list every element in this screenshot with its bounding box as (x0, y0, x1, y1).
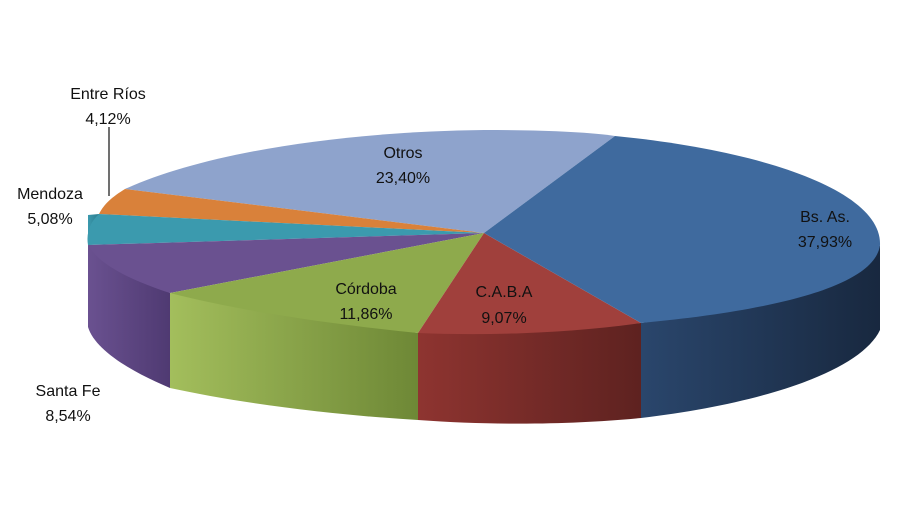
slice-side-santa-fe (88, 245, 170, 388)
label-name-caba: C.A.B.A (476, 284, 533, 301)
label-value-bsas: 37,93% (798, 234, 852, 251)
label-name-cordoba: Córdoba (335, 281, 396, 298)
slice-cordoba (170, 233, 484, 333)
slice-mendoza (87, 214, 484, 245)
label-value-cordoba: 11,86% (339, 306, 392, 323)
label-name-santa-fe: Santa Fe (36, 383, 101, 400)
slice-bsas (484, 136, 881, 323)
label-name-mendoza: Mendoza (17, 186, 83, 203)
label-value-otros: 23,40% (376, 170, 430, 187)
slice-santa-fe (88, 233, 484, 293)
slice-caba (418, 233, 641, 335)
label-value-mendoza: 5,08% (27, 211, 72, 228)
label-name-entre-rios: Entre Ríos (70, 86, 146, 103)
label-value-caba: 9,07% (481, 310, 526, 327)
label-name-bsas: Bs. As. (800, 209, 850, 226)
label-value-entre-rios: 4,12% (85, 111, 130, 128)
label-value-santa-fe: 8,54% (45, 408, 90, 425)
slice-entre-rios (99, 189, 484, 233)
label-name-otros: Otros (383, 145, 422, 162)
slice-side-caba (418, 323, 641, 424)
slice-otros (125, 130, 615, 233)
